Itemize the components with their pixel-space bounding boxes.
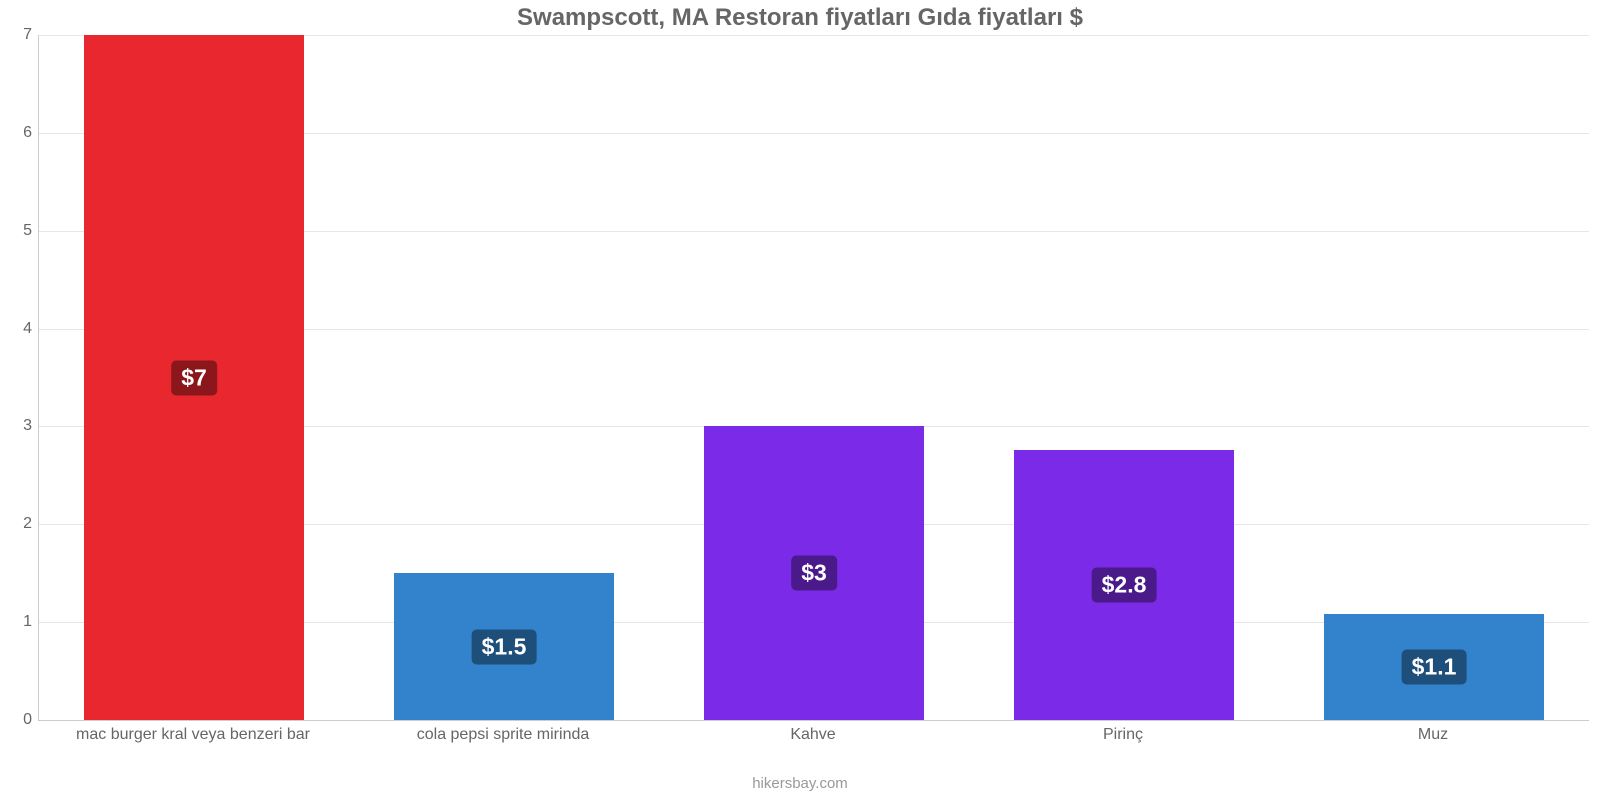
bar-value-label: $1.5 — [472, 629, 537, 664]
bar-value-label: $2.8 — [1092, 567, 1157, 602]
chart-container: Swampscott, MA Restoran fiyatları Gıda f… — [0, 0, 1600, 800]
x-tick-label: Muz — [1418, 726, 1448, 744]
x-tick-label: Kahve — [790, 726, 835, 744]
y-tick-label: 5 — [2, 222, 32, 240]
credit-text: hikersbay.com — [0, 775, 1600, 792]
bar-value-label: $7 — [171, 360, 217, 395]
x-tick-label: cola pepsi sprite mirinda — [417, 726, 590, 744]
x-tick-label: mac burger kral veya benzeri bar — [76, 726, 310, 744]
chart-title: Swampscott, MA Restoran fiyatları Gıda f… — [0, 4, 1600, 32]
y-tick-label: 3 — [2, 417, 32, 435]
bar-value-label: $1.1 — [1402, 650, 1467, 685]
y-tick-label: 2 — [2, 515, 32, 533]
y-tick-label: 1 — [2, 613, 32, 631]
x-tick-label: Pirinç — [1103, 726, 1143, 744]
y-tick-label: 6 — [2, 124, 32, 142]
bar-value-label: $3 — [791, 556, 837, 591]
plot-area: $7 $1.5 $3 $2.8 $1.1 — [38, 35, 1589, 721]
y-tick-label: 0 — [2, 711, 32, 729]
y-tick-label: 4 — [2, 320, 32, 338]
y-tick-label: 7 — [2, 26, 32, 44]
